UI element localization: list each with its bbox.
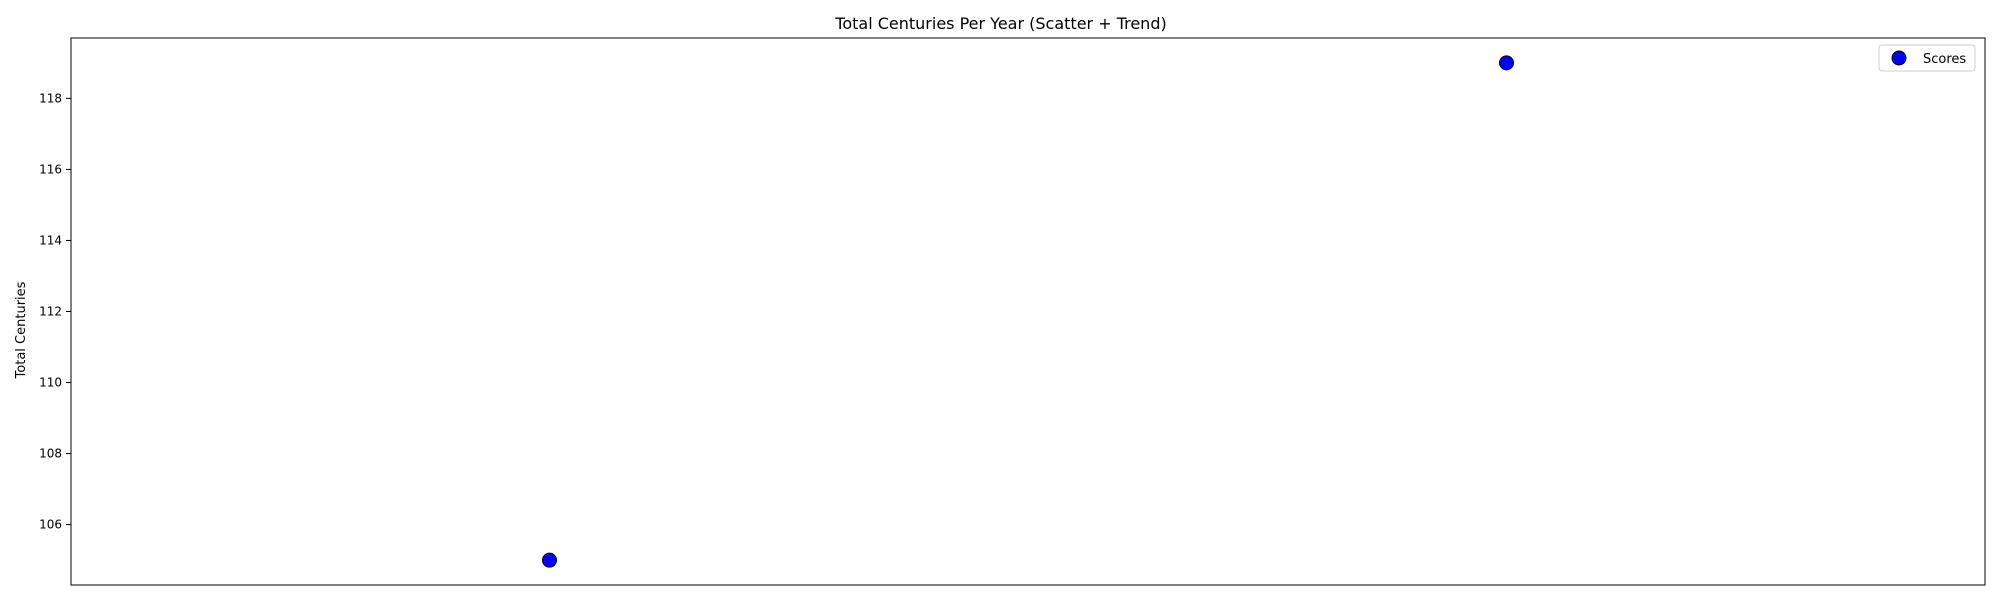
y-tick-label: 106 [39, 518, 62, 532]
y-axis-label: Total Centuries [14, 281, 29, 379]
scatter-point [542, 552, 557, 568]
y-axis-ticks: 106 108 110 112 114 116 118 [39, 91, 71, 532]
y-tick-label: 116 [39, 162, 62, 176]
legend-box [1878, 44, 1976, 72]
chart-title: Total Centuries Per Year (Scatter + Tren… [834, 14, 1166, 33]
y-tick-label: 108 [39, 447, 62, 461]
y-tick-label: 118 [39, 91, 62, 105]
scatter-point [1499, 55, 1514, 71]
legend-marker [1891, 50, 1907, 66]
legend: Scores [1878, 44, 1976, 72]
legend-label: Scores [1923, 52, 1966, 67]
y-tick-label: 114 [39, 233, 62, 247]
y-tick-label: 112 [39, 305, 62, 319]
y-tick-label: 110 [39, 376, 62, 390]
scatter-points [542, 55, 1514, 568]
plot-area-frame [70, 37, 1986, 586]
